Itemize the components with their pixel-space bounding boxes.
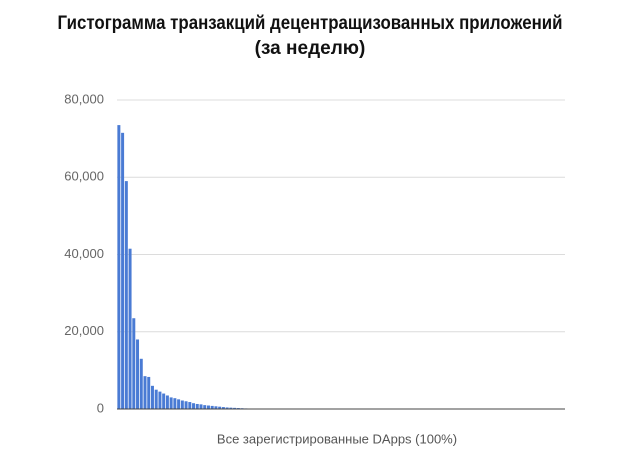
bar xyxy=(221,407,225,409)
bar xyxy=(225,407,229,409)
bar xyxy=(192,403,196,409)
bar xyxy=(128,248,132,409)
bar xyxy=(188,402,192,409)
bar xyxy=(229,407,233,409)
bar xyxy=(210,405,214,409)
bar xyxy=(158,391,162,409)
bar xyxy=(184,401,188,409)
bar xyxy=(195,403,199,409)
bar xyxy=(162,393,166,409)
bar xyxy=(117,125,121,409)
y-tick-label: 40,000 xyxy=(64,246,104,261)
y-tick-label: 80,000 xyxy=(64,91,104,106)
bar xyxy=(143,376,147,409)
bar xyxy=(233,407,237,409)
bar xyxy=(147,376,151,409)
bar xyxy=(121,132,125,410)
chart-title: (за неделю) xyxy=(255,38,366,59)
bar xyxy=(199,404,203,409)
bar xyxy=(173,398,177,409)
y-tick-label: 0 xyxy=(97,400,104,415)
bar xyxy=(136,339,140,409)
y-tick-label: 20,000 xyxy=(64,323,104,338)
bar xyxy=(132,318,136,409)
bar xyxy=(150,385,154,409)
bar xyxy=(177,399,181,409)
bar xyxy=(206,405,210,409)
bar xyxy=(139,358,143,409)
y-tick-label: 60,000 xyxy=(64,169,104,184)
bar xyxy=(203,405,207,409)
bar xyxy=(165,395,169,409)
bar xyxy=(218,406,222,409)
bar xyxy=(180,400,184,409)
bar xyxy=(154,389,158,409)
bar xyxy=(169,397,173,409)
x-axis-label: Все зарегистрированные DApps (100%) xyxy=(217,431,457,446)
chart-title: Гистограмма транзакций децентращизованны… xyxy=(58,13,563,34)
bar xyxy=(124,181,128,409)
bar xyxy=(214,406,218,409)
